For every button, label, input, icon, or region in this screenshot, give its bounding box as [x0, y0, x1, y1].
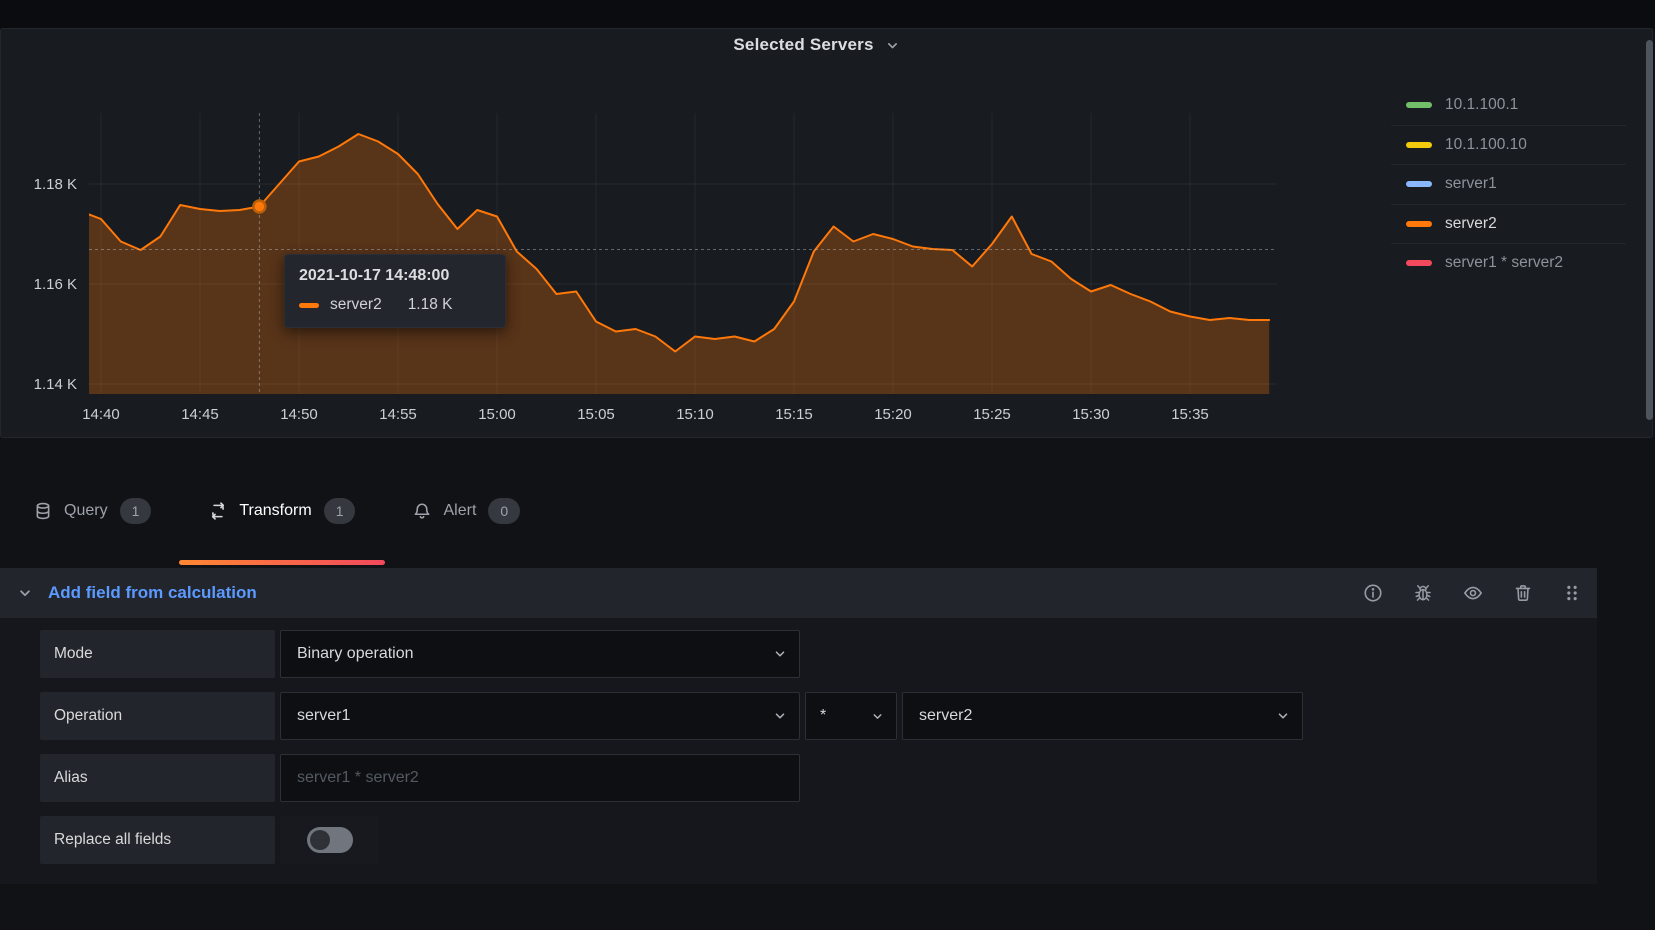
- chevron-down-icon: [1276, 709, 1290, 723]
- vertical-scrollbar[interactable]: [1646, 40, 1653, 420]
- operation-right-select[interactable]: server2: [902, 692, 1303, 740]
- tab-transform[interactable]: Transform 1: [179, 490, 386, 565]
- legend-item[interactable]: 10.1.100.10: [1391, 124, 1626, 165]
- tooltip-series-swatch: [299, 302, 319, 308]
- alias-label: Alias: [40, 754, 275, 802]
- y-tick-label: 1.14 K: [34, 376, 77, 393]
- x-tick-label: 15:30: [1072, 406, 1110, 423]
- legend-item[interactable]: server1 * server2: [1391, 243, 1626, 283]
- time-series-panel: 14:40 14:45 14:50 14:55 15:00 15:05 15:10 15:15…: [0, 28, 1653, 438]
- x-tick-label: 15:35: [1171, 406, 1209, 423]
- transformation-editor: Add field from calculation: [0, 568, 1597, 884]
- transformation-body: Mode Binary operation Operation server1 …: [0, 618, 1597, 864]
- eye-icon[interactable]: [1463, 583, 1483, 603]
- tab-query-label: Query: [64, 502, 108, 519]
- operation-label: Operation: [40, 692, 275, 740]
- replace-fields-toggle[interactable]: [280, 816, 379, 864]
- replace-all-fields-label: Replace all fields: [40, 816, 275, 864]
- y-tick-label: 1.16 K: [34, 276, 77, 293]
- x-tick-label: 14:45: [181, 406, 219, 423]
- series-area-server2: [89, 134, 1270, 394]
- hover-point: [252, 199, 267, 214]
- chart-legend: 10.1.100.1 10.1.100.10 server1 server2 s…: [1391, 86, 1626, 283]
- y-tick-label: 1.18 K: [34, 176, 77, 193]
- x-tick-label: 15:15: [775, 406, 813, 423]
- bug-icon[interactable]: [1413, 583, 1433, 603]
- x-tick-label: 15:00: [478, 406, 516, 423]
- chevron-down-icon: [886, 39, 899, 52]
- time-series-chart[interactable]: 14:40 14:45 14:50 14:55 15:00 15:05 15:10 15:15…: [1, 29, 1654, 437]
- tooltip-timestamp: 2021-10-17 14:48:00: [299, 267, 450, 284]
- x-tick-label: 15:20: [874, 406, 912, 423]
- legend-swatch: [1406, 220, 1432, 227]
- tooltip-series-row: server2 1.18 K: [299, 296, 493, 314]
- legend-label: 10.1.100.10: [1445, 135, 1527, 153]
- x-tick-label: 15:25: [973, 406, 1011, 423]
- tab-query[interactable]: Query 1: [34, 490, 152, 532]
- bell-icon: [413, 502, 431, 520]
- legend-swatch: [1406, 141, 1432, 148]
- mode-row: Mode Binary operation: [40, 630, 1597, 678]
- panel-title: Selected Servers: [733, 35, 874, 54]
- legend-swatch: [1406, 181, 1432, 188]
- chevron-down-icon: [773, 709, 787, 723]
- operation-left-select[interactable]: server1: [280, 692, 800, 740]
- tab-transform-count: 1: [323, 498, 356, 524]
- legend-label: server1: [1445, 175, 1497, 193]
- drag-handle-icon[interactable]: [1563, 584, 1581, 602]
- tab-query-count: 1: [119, 498, 152, 524]
- process-icon: [209, 502, 227, 520]
- panel-title-menu[interactable]: Selected Servers: [1, 31, 1631, 59]
- transformation-title[interactable]: Add field from calculation: [48, 583, 257, 602]
- tooltip-series-value: 1.18 K: [407, 296, 453, 313]
- x-tick-label: 14:40: [82, 406, 120, 423]
- chart-tooltip: 2021-10-17 14:48:00 server2 1.18 K: [284, 254, 506, 328]
- tab-alert[interactable]: Alert 0: [413, 490, 521, 532]
- chevron-down-icon: [773, 647, 787, 661]
- transformation-actions: [1363, 583, 1581, 603]
- legend-label: server1 * server2: [1445, 254, 1564, 272]
- legend-item[interactable]: server2: [1391, 203, 1626, 244]
- tab-alert-label: Alert: [443, 502, 477, 519]
- legend-item[interactable]: 10.1.100.1: [1391, 86, 1626, 125]
- series-line-server2: [89, 133, 1271, 353]
- legend-item[interactable]: server1: [1391, 164, 1626, 204]
- mode-select[interactable]: Binary operation: [280, 630, 800, 678]
- mode-label: Mode: [40, 630, 275, 678]
- x-tick-label: 14:55: [379, 406, 417, 423]
- legend-label: 10.1.100.1: [1445, 96, 1519, 114]
- transformation-header: Add field from calculation: [0, 568, 1597, 618]
- database-icon: [34, 502, 52, 520]
- x-tick-label: 15:10: [676, 406, 714, 423]
- editor-tab-bar: Query 1 Transform 1 Alert 0: [0, 478, 1655, 566]
- x-tick-label: 14:50: [280, 406, 318, 423]
- chevron-down-icon: [871, 710, 884, 723]
- legend-swatch: [1406, 102, 1432, 109]
- top-strip: [0, 0, 1655, 28]
- info-icon[interactable]: [1363, 583, 1383, 603]
- legend-label: server2: [1445, 214, 1497, 232]
- alias-row: Alias: [40, 754, 1597, 802]
- operation-row: Operation server1 * server2: [40, 692, 1597, 740]
- tab-alert-count: 0: [488, 498, 521, 524]
- tooltip-series-name: server2: [330, 296, 382, 313]
- trash-icon[interactable]: [1513, 583, 1533, 603]
- legend-swatch: [1406, 260, 1432, 267]
- replace-all-fields-row: Replace all fields: [40, 816, 1597, 864]
- toggle-switch-off: [306, 827, 353, 853]
- x-tick-label: 15:05: [577, 406, 615, 423]
- tab-transform-label: Transform: [239, 502, 312, 519]
- operator-select[interactable]: *: [805, 692, 897, 740]
- collapse-chevron-icon[interactable]: [18, 586, 32, 600]
- alias-input[interactable]: [280, 754, 800, 802]
